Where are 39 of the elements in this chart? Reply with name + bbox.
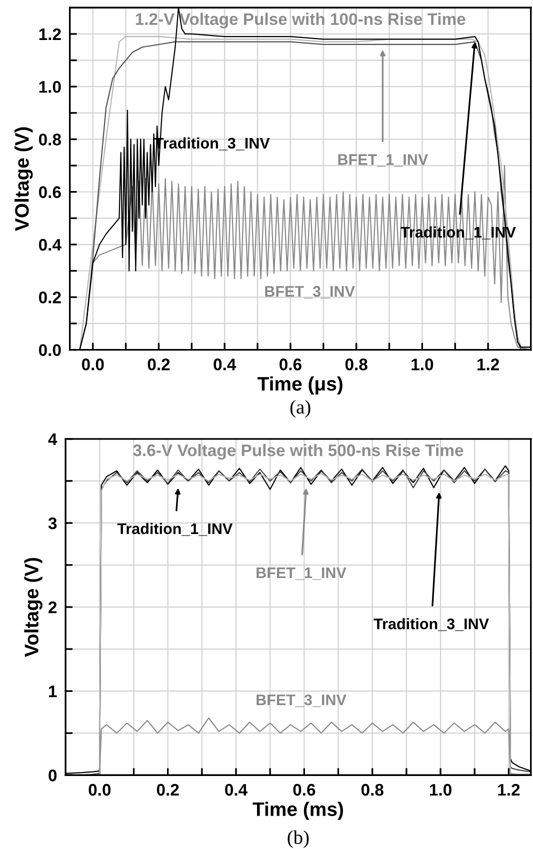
text: (b) xyxy=(288,830,309,848)
x-tick-label: 0.2 xyxy=(156,784,179,796)
y-tick-label: 0.4 xyxy=(38,238,62,251)
annotation: BFET_1_INV xyxy=(256,568,346,580)
x-tick-label: 1.2 xyxy=(498,784,520,796)
x-axis-title: Time (μs) xyxy=(258,376,342,395)
chart-title: 3.6-V Voltage Pulse with 500-ns Rise Time xyxy=(133,444,464,460)
y-tick-label: 0 xyxy=(48,770,57,782)
x-tick-label: 0.0 xyxy=(82,358,104,370)
x-tick-label: 0.8 xyxy=(345,358,368,370)
y-tick-label: 0.8 xyxy=(38,134,61,146)
y-tick-label: 4 xyxy=(48,434,58,445)
y-tick-label: 3 xyxy=(48,517,57,530)
x-tick-label: 1.0 xyxy=(412,358,434,370)
x-axis-title: Time (ms) xyxy=(252,802,343,820)
y-tick-label: 1.2 xyxy=(39,28,61,40)
x-tick-label: 0.4 xyxy=(225,784,248,796)
y-tick-label: 0.0 xyxy=(38,344,61,356)
annotation: Tradition_3_INV xyxy=(374,618,489,632)
x-tick-label: 0.4 xyxy=(214,358,236,370)
y-tick-label: 2 xyxy=(48,601,57,614)
y-tick-label: 0.6 xyxy=(38,186,61,198)
x-tick-label: 0.2 xyxy=(148,358,170,370)
annotation: BFET_3_INV xyxy=(256,694,346,707)
x-tick-label: 1.2 xyxy=(478,358,499,370)
annotation: Tradition_1_INV xyxy=(117,522,233,536)
x-tick-label: 0.0 xyxy=(88,784,111,796)
annotation: BFET_1_INV xyxy=(338,154,428,167)
y-tick-label: 1.0 xyxy=(39,81,61,93)
x-tick-label: 1.0 xyxy=(430,784,452,796)
text: (a) xyxy=(290,400,310,418)
y-axis-title: VOltage (V) xyxy=(14,127,33,231)
x-tick-label: 0.8 xyxy=(361,784,384,796)
x-tick-label: 0.6 xyxy=(293,784,316,796)
x-tick-label: 0.6 xyxy=(280,358,302,370)
y-tick-label: 1 xyxy=(49,686,57,698)
annotation: BFET_3_INV xyxy=(265,286,355,298)
y-axis-title: Voltage (V) xyxy=(24,558,42,657)
y-tick-label: 0.2 xyxy=(38,292,61,304)
